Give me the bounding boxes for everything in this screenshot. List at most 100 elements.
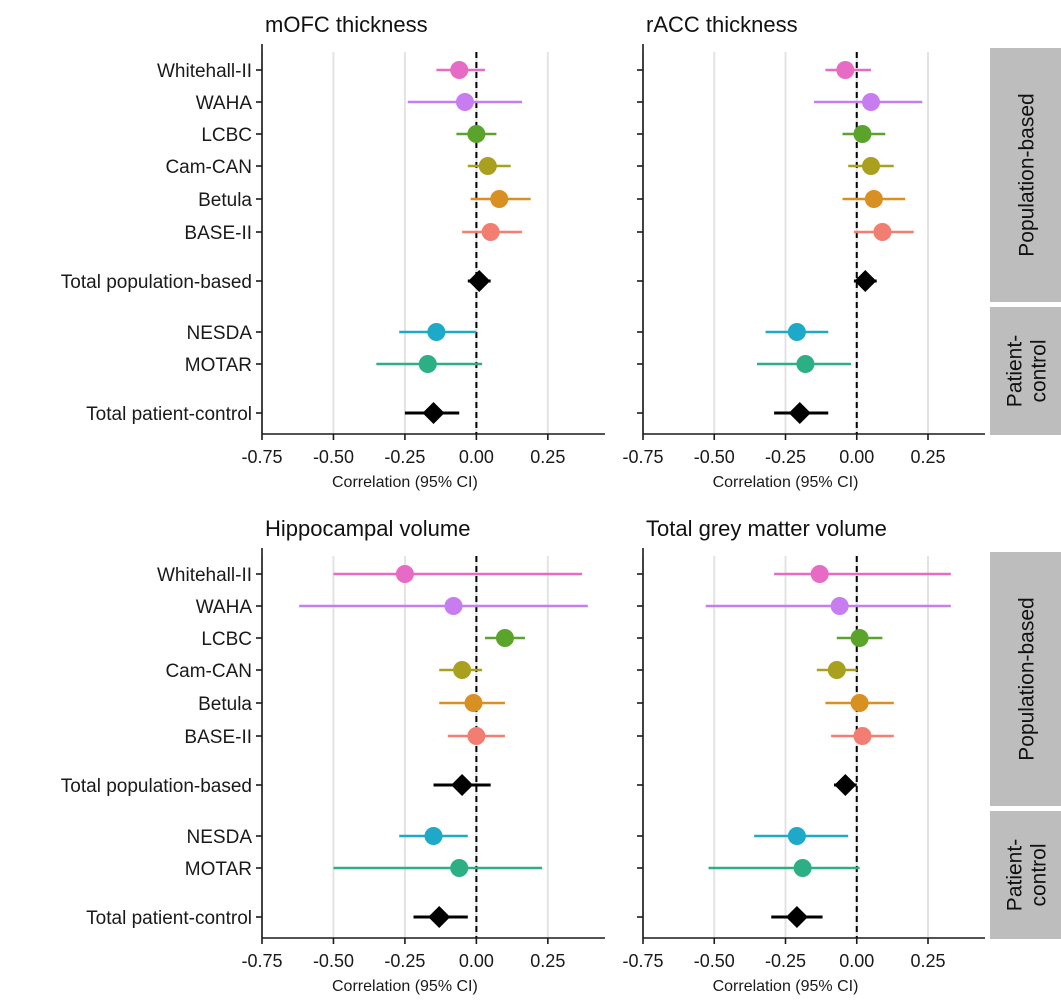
strip-label-patient-control-2: control [1028,339,1051,402]
estimate-point [464,694,483,712]
x-tick-label: -0.75 [622,951,663,971]
row-label: Total population-based [61,776,252,797]
x-tick-label: -0.25 [765,447,806,467]
x-axis-title: Correlation (95% CI) [332,978,478,995]
row-label: LCBC [201,125,252,146]
x-tick-label: 0.25 [530,447,565,467]
row-label: WAHA [196,597,253,618]
summary-diamond [785,906,808,928]
panel-0: -0.75 -0.50 -0.25 0.00 0.25 mOFC thickness Cor… [61,12,605,491]
estimate-point [787,827,806,845]
estimate-point [850,629,869,647]
facet-strips: Population-based Patient-control [990,48,1061,435]
summary-diamond [422,402,445,424]
x-tick-label: -0.50 [694,447,735,467]
estimate-point [467,125,486,143]
row-label: NESDA [187,323,253,344]
x-tick-label: -0.25 [384,447,425,467]
panel-2: -0.75 -0.50 -0.25 0.00 0.25 Hippocampal volum… [61,516,605,995]
strip-population-based [990,552,1061,806]
row-label: Cam-CAN [165,661,252,682]
estimate-point [495,629,514,647]
panel-title: rACC thickness [646,12,798,37]
x-tick-label: -0.50 [313,951,354,971]
estimate-point [450,61,469,79]
row-label: WAHA [196,93,253,114]
row-label: Betula [198,190,252,211]
x-tick-label: -0.75 [241,951,282,971]
x-axis-title: Correlation (95% CI) [713,978,859,995]
estimate-point [481,223,500,241]
estimate-point [864,190,883,208]
estimate-point [427,323,446,341]
estimate-point [830,597,849,615]
strip-patient-control [990,811,1061,939]
x-tick-label: 0.00 [839,951,874,971]
panel-title: Hippocampal volume [265,516,470,541]
estimate-point [827,661,846,679]
row-label: BASE-II [184,727,252,748]
summary-diamond [451,774,474,796]
x-tick-label: 0.00 [459,951,494,971]
estimate-point [862,157,880,175]
x-tick-label: -0.75 [622,447,663,467]
panel-title: mOFC thickness [265,12,428,37]
row-label: Betula [198,694,252,715]
estimate-point [453,661,472,679]
summary-diamond [428,906,451,928]
summary-diamond [854,270,877,292]
estimate-point [490,190,509,208]
x-tick-label: 0.25 [910,447,945,467]
row-label: Whitehall-II [157,61,252,82]
summary-diamond [834,774,857,796]
estimate-point [467,727,486,745]
x-tick-label: 0.00 [839,447,874,467]
row-label: Total patient-control [86,404,252,425]
panel-3: -0.75 -0.50 -0.25 0.00 0.25 Total grey matter… [622,516,985,995]
facet-strips: Population-based Patient-control [990,552,1061,939]
row-label: Total population-based [61,272,252,293]
estimate-point [810,565,829,583]
row-label: Total patient-control [86,908,252,929]
strip-label-patient-control-1: Patient- [1004,839,1027,911]
row-label: NESDA [187,827,253,848]
x-axis-title: Correlation (95% CI) [332,474,478,491]
row-label: LCBC [201,629,252,650]
strip-patient-control [990,307,1061,435]
estimate-point [395,565,414,583]
row-label: MOTAR [185,859,252,880]
estimate-point [450,859,469,877]
panel-1: -0.75 -0.50 -0.25 0.00 0.25 rACC thickness Cor… [622,12,985,491]
estimate-point [796,355,815,373]
row-label: Whitehall-II [157,565,252,586]
estimate-point [455,93,474,111]
estimate-point [418,355,437,373]
estimate-point [478,157,497,175]
estimate-point [850,694,869,712]
strip-label-population-based: Population-based [1016,93,1039,256]
x-tick-label: -0.25 [384,951,425,971]
estimate-point [853,727,872,745]
estimate-point [787,323,806,341]
estimate-point [424,827,443,845]
row-label: MOTAR [185,355,252,376]
x-tick-label: 0.25 [910,951,945,971]
row-label: BASE-II [184,223,252,244]
estimate-point [873,223,892,241]
estimate-point [793,859,812,877]
x-tick-label: -0.50 [694,951,735,971]
estimate-point [862,93,880,111]
strip-population-based [990,48,1061,302]
x-tick-label: -0.75 [241,447,282,467]
strip-label-patient-control-1: Patient- [1004,335,1027,407]
estimate-point [444,597,463,615]
x-tick-label: -0.25 [765,951,806,971]
estimate-point [853,125,872,143]
summary-diamond [788,402,811,424]
x-tick-label: 0.25 [530,951,565,971]
estimate-point [836,61,855,79]
strip-label-patient-control-2: control [1028,843,1051,906]
x-axis-title: Correlation (95% CI) [713,474,859,491]
